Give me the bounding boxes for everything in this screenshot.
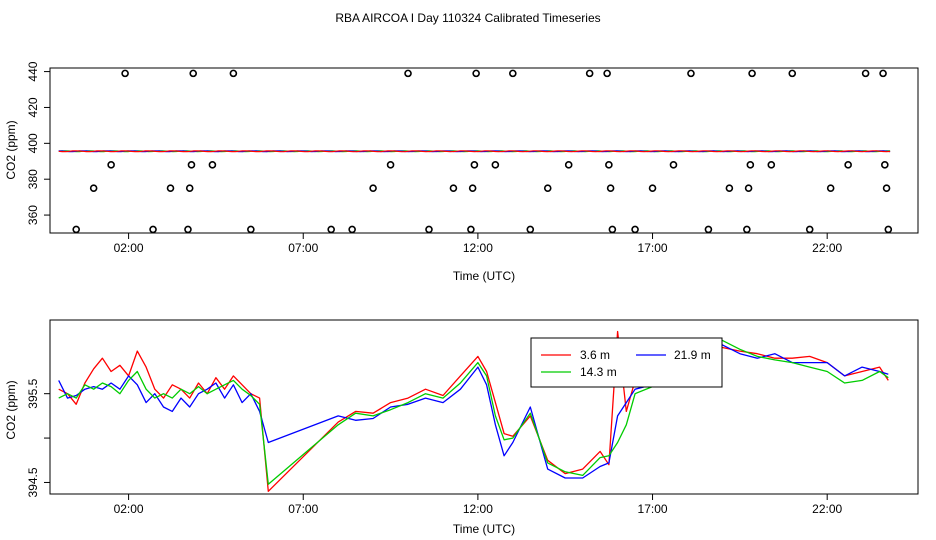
top-outlier-point [107, 161, 115, 169]
top-outlier-point [826, 184, 835, 192]
top-outlier-point [744, 184, 753, 192]
top-outlier-point [543, 184, 552, 192]
top-outlier-point [743, 225, 751, 234]
top-outlier-point [425, 225, 433, 234]
top-outlier-point [805, 225, 814, 234]
top-outlier-point [882, 184, 891, 192]
top-outlier-point [631, 225, 639, 234]
top-outlier-point [608, 225, 617, 234]
legend-box [530, 337, 723, 388]
top-outlier-point [348, 225, 356, 234]
top-x-tick-label: 07:00 [288, 241, 318, 255]
top-x-tick-label: 22:00 [812, 241, 842, 255]
top-outlier-point [468, 184, 477, 192]
top-outlier-point [605, 161, 613, 169]
top-outlier-point [72, 225, 80, 234]
top-x-axis-label: Time (UTC) [453, 269, 515, 283]
top-outlier-point [189, 69, 198, 78]
top-plot-marks [58, 69, 893, 234]
top-outlier-point [89, 184, 98, 192]
bottom-plot-frame [49, 319, 919, 495]
top-y-tick-label: 440 [26, 61, 40, 81]
top-outlier-point [767, 161, 776, 169]
top-x-tick-label: 02:00 [114, 241, 144, 255]
top-outlier-point [879, 69, 887, 78]
top-outlier-point [704, 225, 713, 234]
top-outlier-point [687, 69, 695, 78]
top-outlier-point [564, 161, 573, 169]
top-outlier-point [149, 225, 157, 234]
bottom-x-tick-label: 02:00 [114, 502, 144, 516]
top-outlier-point [386, 161, 395, 169]
bottom-x-tick-label: 12:00 [463, 502, 493, 516]
bottom-x-tick-label: 22:00 [812, 502, 842, 516]
bottom-plot-marks [58, 330, 889, 492]
top-outlier-point [884, 225, 893, 234]
top-outlier-point [327, 225, 335, 234]
top-y-axis-label: CO2 (ppm) [4, 120, 18, 179]
top-plot-frame [49, 67, 919, 234]
top-panel: 02:00 07:00 12:00 17:00 22:00 360 380 400 420 44… [4, 61, 919, 283]
legend-label-14-3m: 14.3 m [580, 365, 617, 379]
top-y-tick-label: 400 [26, 133, 40, 153]
top-x-tick-label: 17:00 [638, 241, 668, 255]
top-outlier-point [648, 184, 657, 192]
legend-label-3-6m: 3.6 m [580, 348, 610, 362]
top-outlier-point [669, 161, 678, 169]
top-outlier-point [526, 225, 535, 234]
top-near-flat-line [58, 150, 891, 153]
top-outlier-point [881, 161, 889, 169]
top-outlier-point [470, 161, 479, 169]
top-outlier-point [491, 161, 500, 169]
top-outlier-point [121, 69, 129, 78]
bottom-y-axis: 394.5 395.5 [26, 378, 50, 497]
top-outlier-point [748, 69, 756, 78]
top-y-tick-label: 420 [26, 97, 40, 117]
top-outlier-point [861, 69, 870, 78]
legend: 3.6 m 21.9 m 14.3 m [530, 337, 723, 388]
top-outlier-point [725, 184, 734, 192]
top-outlier-point [585, 69, 594, 78]
top-outlier-point [472, 69, 480, 78]
top-outlier-point [208, 161, 217, 169]
top-x-tick-label: 12:00 [463, 241, 493, 255]
legend-label-21-9m: 21.9 m [674, 348, 711, 362]
top-x-axis: 02:00 07:00 12:00 17:00 22:00 [114, 233, 843, 255]
bottom-x-tick-label: 07:00 [288, 502, 318, 516]
top-outlier-point [404, 69, 412, 78]
top-y-axis: 360 380 400 420 440 [26, 61, 50, 225]
top-outlier-point [247, 225, 255, 234]
top-outlier-point [467, 225, 475, 234]
chart-title: RBA AIRCOA I Day 110324 Calibrated Times… [335, 11, 600, 25]
top-outlier-point [606, 184, 615, 192]
bottom-y-axis-label: CO2 (ppm) [4, 380, 18, 439]
top-outlier-point [184, 225, 192, 234]
top-outlier-point [509, 69, 517, 78]
bottom-panel: 02:00 07:00 12:00 17:00 22:00 394.5 395.5 Tim… [4, 319, 919, 536]
bottom-y-tick-label: 395.5 [26, 378, 40, 408]
top-outlier-point [844, 161, 852, 169]
bottom-y-tick-label: 394.5 [26, 467, 40, 497]
top-outlier-point [369, 184, 377, 192]
top-y-tick-label: 380 [26, 169, 40, 189]
top-outlier-point [166, 184, 175, 192]
top-outlier-point [788, 69, 797, 78]
top-outlier-point [449, 184, 458, 192]
top-outlier-point [746, 161, 755, 169]
top-y-tick-label: 360 [26, 205, 40, 225]
bottom-x-axis: 02:00 07:00 12:00 17:00 22:00 [114, 494, 843, 516]
top-outlier-point [185, 184, 194, 192]
top-outlier-point [229, 69, 238, 78]
series-line-3-6-m [58, 330, 889, 492]
top-outlier-point [187, 161, 196, 169]
bottom-x-tick-label: 17:00 [638, 502, 668, 516]
bottom-x-axis-label: Time (UTC) [453, 522, 515, 536]
top-outlier-point [603, 69, 611, 78]
